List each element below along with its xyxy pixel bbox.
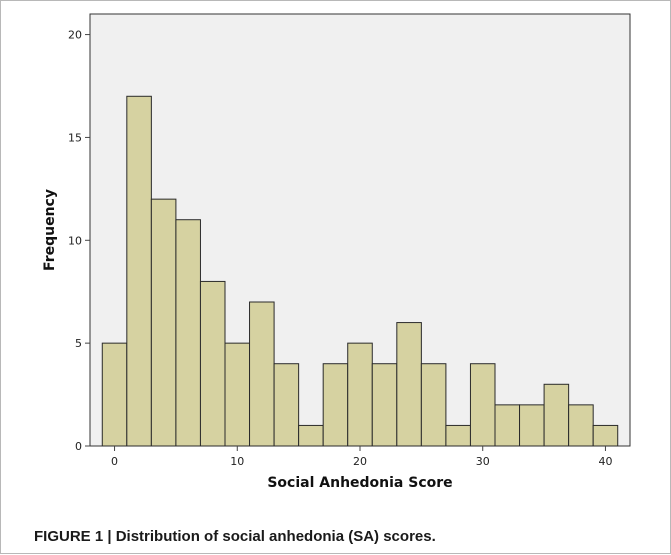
histogram-bar bbox=[494, 404, 521, 447]
histogram-bar bbox=[322, 363, 349, 447]
bars-group bbox=[101, 95, 619, 447]
x-tick-label: 40 bbox=[598, 455, 612, 468]
histogram-bar bbox=[347, 342, 373, 447]
histogram-bar bbox=[371, 363, 398, 447]
y-axis-title: Frequency bbox=[42, 189, 58, 271]
x-axis-title: Social Anhedonia Score bbox=[267, 475, 452, 491]
histogram-bar bbox=[199, 280, 226, 447]
x-tick-label: 20 bbox=[353, 455, 367, 468]
histogram-bar bbox=[420, 363, 447, 447]
figure-caption: FIGURE 1 | Distribution of social anhedo… bbox=[34, 528, 436, 545]
y-tick-label: 10 bbox=[68, 234, 82, 247]
histogram-bar bbox=[224, 342, 251, 447]
y-tick-label: 20 bbox=[68, 29, 82, 42]
histogram-bar bbox=[396, 322, 422, 447]
histogram-bar bbox=[445, 424, 471, 447]
histogram-bar bbox=[101, 342, 128, 447]
histogram-bar bbox=[249, 301, 275, 447]
y-tick-label: 0 bbox=[75, 440, 82, 453]
histogram-bar bbox=[175, 219, 201, 447]
x-tick-label: 30 bbox=[476, 455, 490, 468]
histogram-bar bbox=[126, 95, 152, 447]
histogram-bar bbox=[469, 363, 496, 447]
histogram-bar bbox=[519, 404, 545, 447]
histogram-bar bbox=[298, 424, 324, 447]
histogram-bar bbox=[543, 383, 570, 447]
histogram-bar bbox=[592, 424, 619, 447]
y-tick-label: 15 bbox=[68, 131, 82, 144]
axes-group: 0 5 10 15 20 0 10 20 30 40 bbox=[68, 29, 612, 468]
histogram-bar bbox=[568, 404, 594, 447]
histogram-bar bbox=[150, 198, 177, 447]
x-tick-label: 10 bbox=[230, 455, 244, 468]
histogram-bar bbox=[273, 363, 300, 447]
x-tick-label: 0 bbox=[111, 455, 118, 468]
y-tick-label: 5 bbox=[75, 337, 82, 350]
